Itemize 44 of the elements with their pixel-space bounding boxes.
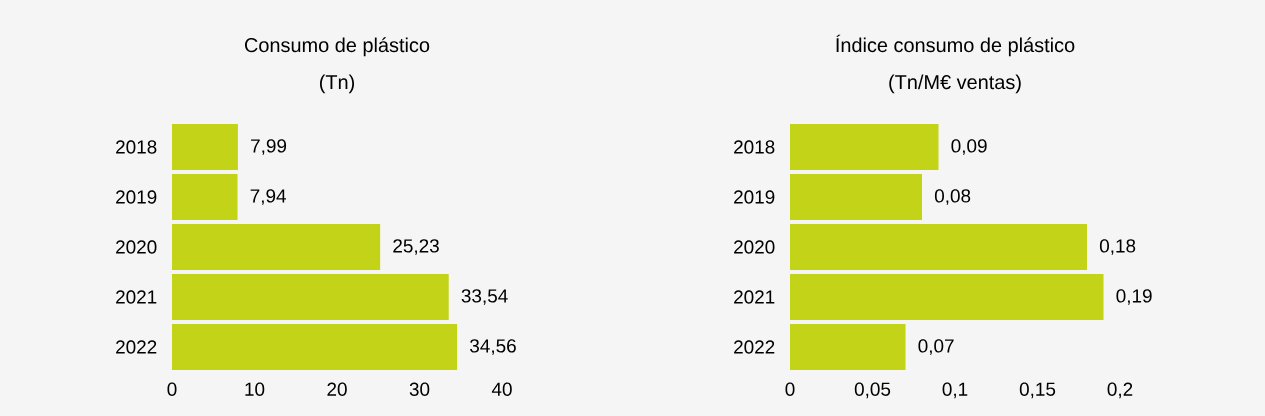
bar — [172, 124, 238, 170]
data-label: 0,07 — [918, 339, 954, 355]
bar — [790, 274, 1104, 320]
y-tick-label: 2018 — [116, 140, 157, 154]
data-label: 33,54 — [461, 289, 508, 305]
data-label: 0,08 — [934, 189, 971, 205]
x-tick-label: 0,1 — [942, 382, 968, 399]
data-label: 0,09 — [951, 139, 987, 155]
y-tick-label: 2022 — [734, 340, 775, 354]
bar — [172, 324, 458, 370]
bar — [790, 174, 923, 220]
x-tick-label: 40 — [491, 382, 512, 396]
y-tick-label: 2018 — [734, 140, 775, 154]
bar — [172, 224, 381, 270]
chart-subtitle: (Tn) — [319, 74, 355, 94]
data-label: 25,23 — [393, 239, 439, 255]
x-tick-label: 20 — [327, 382, 347, 396]
x-tick-label: 0,05 — [854, 382, 891, 399]
bar — [790, 124, 939, 170]
chart-title: Consumo de plástico — [244, 37, 430, 57]
data-label: 7,99 — [251, 139, 287, 155]
data-label: 0,19 — [1116, 289, 1152, 305]
y-tick-label: 2019 — [116, 190, 157, 204]
bar — [790, 224, 1088, 270]
data-label: 7,94 — [250, 189, 286, 205]
x-tick-label: 0,15 — [1019, 382, 1056, 399]
bar — [172, 174, 238, 220]
y-tick-label: 2019 — [734, 190, 775, 204]
x-tick-label: 0 — [785, 382, 795, 396]
y-tick-label: 2020 — [116, 240, 157, 254]
x-tick-label: 0,2 — [1107, 382, 1133, 399]
bar — [172, 274, 449, 320]
data-label: 0,18 — [1099, 239, 1136, 255]
bar — [790, 324, 906, 370]
y-tick-label: 2021 — [734, 290, 775, 304]
y-tick-label: 2021 — [116, 290, 157, 304]
y-tick-label: 2022 — [116, 340, 157, 354]
x-tick-label: 0 — [167, 382, 177, 396]
y-tick-label: 2020 — [734, 240, 775, 254]
chart-subtitle: (Tn/M€ ventas) — [889, 74, 1021, 94]
x-tick-label: 30 — [409, 382, 430, 396]
x-tick-label: 10 — [245, 382, 265, 396]
chart-title: Índice consumo de plástico — [836, 34, 1075, 57]
data-label: 34,56 — [470, 339, 516, 355]
